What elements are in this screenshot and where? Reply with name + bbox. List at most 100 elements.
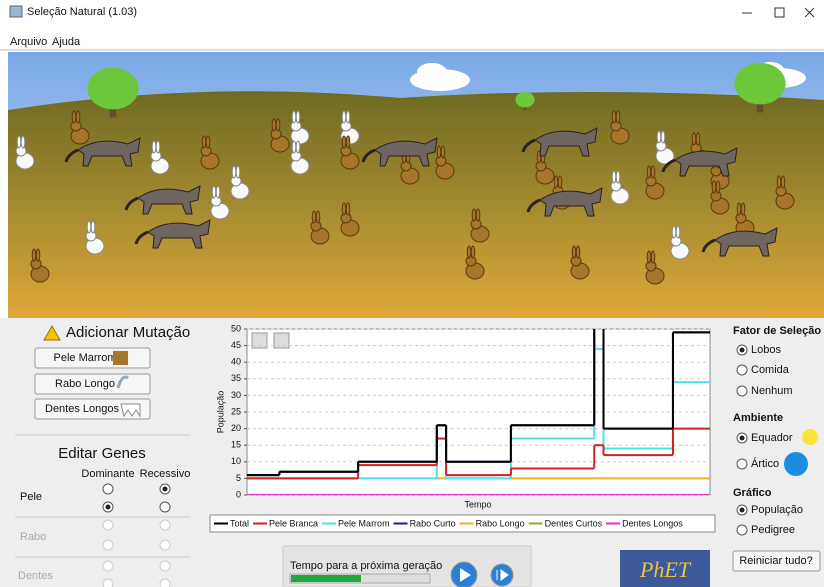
button-label: Reiniciar tudo?	[739, 555, 812, 567]
rabbit-head	[571, 256, 581, 266]
rabbit-ear	[471, 246, 475, 258]
sun-icon	[802, 429, 818, 445]
row-label: Dentes	[18, 570, 53, 582]
foliage	[515, 92, 534, 108]
legend-label: Pele Marrom	[338, 518, 390, 528]
rabbit-ear	[651, 166, 655, 178]
rabbit-ear	[616, 111, 620, 123]
rabbit-ear	[647, 251, 651, 263]
rabbit-ear	[72, 111, 76, 123]
radio-button[interactable]	[103, 484, 113, 494]
rabbit-ear	[437, 146, 441, 158]
radio-button	[160, 579, 170, 587]
y-axis-label: População	[215, 391, 225, 434]
rabbit-ear	[91, 221, 95, 233]
button-label: Pele Marrom	[54, 352, 117, 364]
rabbit-ear	[716, 181, 720, 193]
rabbit-ear	[17, 136, 21, 148]
radio-button[interactable]	[737, 386, 747, 396]
y-tick-label: 45	[231, 340, 241, 350]
y-tick-label: 40	[231, 357, 241, 367]
rabbit-head	[536, 161, 546, 171]
rabbit-ear	[612, 171, 616, 183]
rabbit-ear	[712, 181, 716, 193]
rabbit-head	[151, 151, 161, 161]
rabbit-ear	[692, 133, 696, 145]
rabbit-ear	[156, 141, 160, 153]
rabbit-ear	[741, 203, 745, 215]
rabbit-head	[341, 121, 351, 131]
radio-button	[103, 540, 113, 550]
rabbit-ear	[676, 226, 680, 238]
y-tick-label: 10	[231, 456, 241, 466]
rabbit-ear	[647, 166, 651, 178]
radio-label[interactable]: Pedigree	[751, 524, 795, 536]
rabbit-ear	[441, 146, 445, 158]
rabbit-head	[291, 151, 301, 161]
app-icon	[10, 6, 22, 17]
rabbit-head	[201, 146, 211, 156]
mutation-button[interactable]: Dentes Longos	[35, 399, 150, 419]
radio-label[interactable]: População	[751, 504, 803, 516]
legend-label: Dentes Longos	[622, 518, 683, 528]
radio-button[interactable]	[737, 459, 747, 469]
radio-button[interactable]	[737, 525, 747, 535]
radio-dot	[106, 505, 111, 510]
rabbit-ear	[292, 141, 296, 153]
rabbit-ear	[342, 136, 346, 148]
rabbit-ear	[342, 111, 346, 123]
y-tick-label: 35	[231, 373, 241, 383]
zoom-out-button[interactable]	[274, 333, 289, 348]
rabbit-head	[646, 261, 656, 271]
rabbit-head	[776, 186, 786, 196]
y-tick-label: 15	[231, 440, 241, 450]
rabbit-head	[86, 231, 96, 241]
rabbit-ear	[737, 203, 741, 215]
rabbit-ear	[272, 119, 276, 131]
legend-label: Total	[230, 518, 249, 528]
radio-label[interactable]: Equador	[751, 432, 793, 444]
panel-title: Gráfico	[733, 487, 772, 499]
radio-label[interactable]: Ártico	[751, 457, 779, 470]
rabbit-head	[471, 219, 481, 229]
rabbit-ear	[296, 141, 300, 153]
column-header: Recessivo	[140, 468, 191, 480]
rabbit-ear	[202, 136, 206, 148]
radio-label[interactable]: Nenhum	[751, 385, 793, 397]
rabbit-ear	[696, 133, 700, 145]
y-tick-label: 5	[236, 473, 241, 483]
y-tick-label: 0	[236, 489, 241, 499]
mutation-button[interactable]: Pele Marrom	[35, 348, 150, 368]
row-label: Pele	[20, 491, 42, 503]
progress-fill	[291, 575, 361, 582]
radio-label[interactable]: Lobos	[751, 344, 781, 356]
x-axis-label: Tempo	[464, 499, 491, 509]
rabbit-ear	[612, 111, 616, 123]
radio-button[interactable]	[737, 365, 747, 375]
panel-title: Ambiente	[733, 412, 783, 424]
rabbit-ear	[216, 186, 220, 198]
rabbit-ear	[554, 176, 558, 188]
rabbit-ear	[651, 251, 655, 263]
y-tick-label: 50	[231, 323, 241, 333]
button-label: Dentes Longos	[45, 403, 119, 415]
rabbit-head	[211, 196, 221, 206]
mutation-button[interactable]: Rabo Longo	[35, 374, 150, 394]
logo: PhET	[639, 557, 692, 582]
rabbit-ear	[232, 166, 236, 178]
window-title: Seleção Natural (1.03)	[27, 6, 137, 18]
menu-item[interactable]: Arquivo	[10, 36, 47, 48]
rabbit-ear	[21, 136, 25, 148]
legend-label: Dentes Curtos	[545, 518, 603, 528]
rabbit-ear	[472, 209, 476, 221]
rabbit-head	[656, 141, 666, 151]
radio-label[interactable]: Comida	[751, 364, 790, 376]
radio-button	[160, 561, 170, 571]
menu-item[interactable]: Ajuda	[52, 36, 81, 48]
radio-button[interactable]	[160, 502, 170, 512]
rabbit-head	[436, 156, 446, 166]
rabbit-head	[671, 236, 681, 246]
rabbit-ear	[346, 136, 350, 148]
rabbit-head	[736, 213, 746, 223]
rabbit-head	[401, 161, 411, 171]
